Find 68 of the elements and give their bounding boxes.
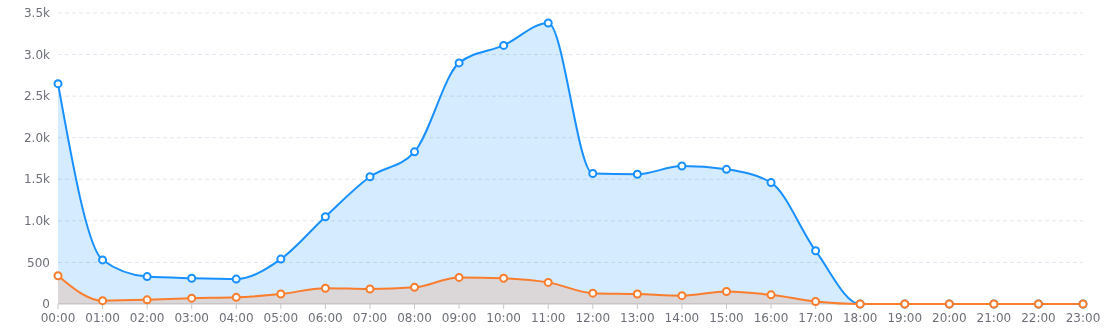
y-tick-label: 1.0k — [23, 214, 51, 229]
point — [499, 40, 509, 50]
y-tick-label: 0 — [42, 297, 50, 312]
x-tick-label: 11:00 — [530, 311, 566, 325]
y-tick-label: 2.0k — [23, 130, 51, 145]
x-tick-label: 04:00 — [218, 311, 254, 325]
point — [365, 172, 375, 182]
x-tick-label: 10:00 — [486, 311, 521, 325]
point — [588, 168, 598, 178]
point — [98, 296, 108, 306]
x-tick-label: 16:00 — [753, 311, 789, 325]
x-tick-label: 05:00 — [263, 311, 299, 325]
x-tick-label: 03:00 — [174, 311, 209, 325]
point — [588, 288, 598, 298]
point — [454, 58, 464, 68]
y-tick-label: 2.5k — [23, 89, 51, 104]
x-tick-label: 06:00 — [308, 311, 343, 325]
point — [53, 271, 63, 281]
x-tick-label: 22:00 — [1021, 311, 1056, 325]
x-tick-label: 18:00 — [842, 311, 878, 325]
point — [320, 212, 330, 222]
x-tick-label: 23:00 — [1065, 311, 1101, 325]
point — [543, 18, 553, 28]
x-tick-label: 20:00 — [932, 311, 967, 325]
point — [142, 295, 152, 305]
x-tick-label: 01:00 — [85, 311, 120, 325]
y-tick-label: 1.5k — [23, 172, 51, 187]
y-tick-label: 500 — [27, 255, 50, 270]
point — [231, 274, 241, 284]
point — [811, 246, 821, 256]
point — [276, 289, 286, 299]
point — [320, 283, 330, 293]
point — [677, 161, 687, 171]
x-tick-label: 14:00 — [664, 311, 700, 325]
point — [632, 169, 642, 179]
point — [721, 164, 731, 174]
x-tick-label: 17:00 — [798, 311, 833, 325]
point — [454, 272, 464, 282]
point — [811, 297, 821, 307]
x-tick-label: 21:00 — [976, 311, 1012, 325]
point — [142, 272, 152, 282]
point — [766, 290, 776, 300]
point — [632, 289, 642, 299]
x-tick-label: 07:00 — [352, 311, 388, 325]
x-tick-label: 02:00 — [129, 311, 165, 325]
x-tick-label: 00:00 — [40, 311, 76, 325]
point — [365, 284, 375, 294]
x-tick-label: 13:00 — [620, 311, 655, 325]
x-tick-label: 08:00 — [397, 311, 432, 325]
point — [98, 255, 108, 265]
x-tick-label: 15:00 — [709, 311, 744, 325]
point — [187, 273, 197, 283]
point — [766, 178, 776, 188]
point — [231, 292, 241, 302]
point — [543, 277, 553, 287]
point — [721, 287, 731, 297]
y-tick-label: 3.0k — [23, 47, 51, 62]
point — [410, 282, 420, 292]
point — [677, 291, 687, 301]
point — [410, 147, 420, 157]
point — [187, 293, 197, 303]
x-tick-label: 19:00 — [887, 311, 923, 325]
point — [276, 254, 286, 264]
x-tick-label: 09:00 — [441, 311, 477, 325]
y-tick-label: 3.5k — [23, 6, 51, 21]
x-tick-label: 12:00 — [575, 311, 611, 325]
point — [499, 273, 509, 283]
point — [53, 79, 63, 89]
